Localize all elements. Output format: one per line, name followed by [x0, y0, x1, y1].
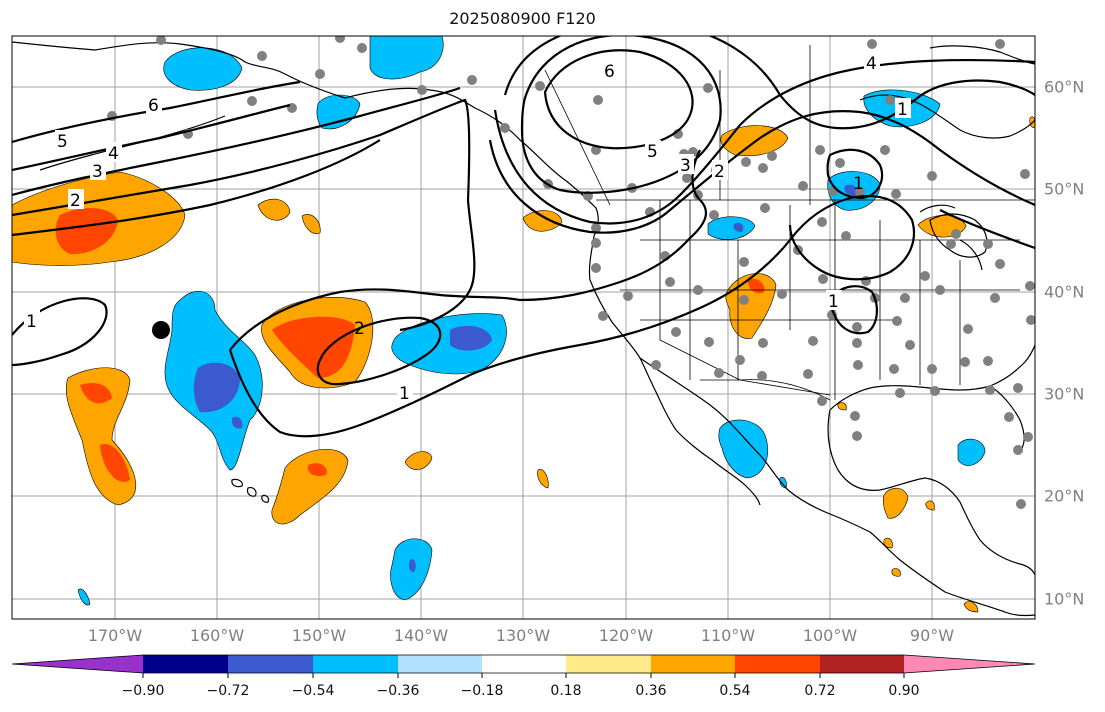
contour-label: 3 [680, 156, 691, 176]
contour-label: 5 [57, 132, 68, 152]
coastlines-and-borders [12, 41, 1035, 617]
contour-label: 4 [866, 54, 877, 74]
positive-anomaly-shading [12, 116, 1035, 613]
contour-label: 1 [399, 384, 410, 404]
contour-label-group: 6 5 4 3 2 1 6 5 3 2 4 1 1 2 [24, 52, 911, 404]
map-frame [11, 35, 1036, 620]
colorbar-tick-label: 0.72 [804, 683, 836, 699]
lat-label: 50°N [1044, 179, 1085, 199]
lat-label: 10°N [1044, 589, 1085, 609]
colorbar-tick-label: −0.72 [206, 683, 250, 699]
colorbar-arrow-max [904, 655, 1035, 673]
lat-label: 60°N [1044, 77, 1085, 97]
colorbar-tick-label: −0.90 [121, 683, 165, 699]
colorbar-bin [143, 655, 228, 673]
contour-label: 2 [354, 319, 365, 339]
highlight-point [152, 321, 170, 339]
colorbar-bin [651, 655, 735, 673]
lat-label: 20°N [1044, 486, 1085, 506]
negative-anomaly-shading [77, 36, 986, 606]
colorbar-bin [820, 655, 904, 673]
contour-label: 5 [647, 142, 658, 162]
colorbar-arrow-min [12, 655, 143, 673]
lon-label: 150°W [291, 626, 347, 645]
contour-label: 1 [26, 312, 37, 332]
lon-label: 130°W [495, 626, 551, 645]
contour-label: 2 [70, 191, 81, 211]
lon-label: 160°W [189, 626, 245, 645]
colorbar-bin [482, 655, 566, 673]
colorbar-bin [228, 655, 313, 673]
colorbar-tick-label: 0.90 [888, 683, 920, 699]
colorbar-bin [566, 655, 651, 673]
contour-label: 3 [92, 162, 103, 182]
colorbar-tick-label: −0.54 [291, 683, 335, 699]
colorbar [11, 654, 1036, 678]
lon-label: 100°W [802, 626, 858, 645]
contour-label: 1 [897, 100, 908, 120]
colorbar-tick-label: 0.18 [550, 683, 582, 699]
colorbar-tick-label: −0.18 [460, 683, 504, 699]
contour-label: 1 [828, 292, 839, 312]
colorbar-bin [313, 655, 398, 673]
lon-label: 90°W [909, 626, 955, 645]
contour-label: 1 [853, 174, 864, 194]
colorbar-bin [398, 655, 482, 673]
lon-label: 120°W [598, 626, 654, 645]
map-title: 2025080900 F120 [449, 9, 596, 28]
lon-label: 170°W [87, 626, 143, 645]
contour-label: 4 [108, 144, 119, 164]
lat-label: 30°N [1044, 384, 1085, 404]
colorbar-tick-label: 0.36 [635, 683, 667, 699]
colorbar-bin [735, 655, 820, 673]
contour-label: 6 [604, 62, 615, 82]
lat-label: 40°N [1044, 282, 1085, 302]
contour-label: 6 [148, 96, 159, 116]
contour-lines [12, 36, 1035, 438]
colorbar-tick-label: −0.36 [376, 683, 420, 699]
lon-label: 110°W [700, 626, 756, 645]
contour-label: 2 [714, 162, 725, 182]
colorbar-tick-label: 0.54 [719, 683, 751, 699]
lon-label: 140°W [393, 626, 449, 645]
